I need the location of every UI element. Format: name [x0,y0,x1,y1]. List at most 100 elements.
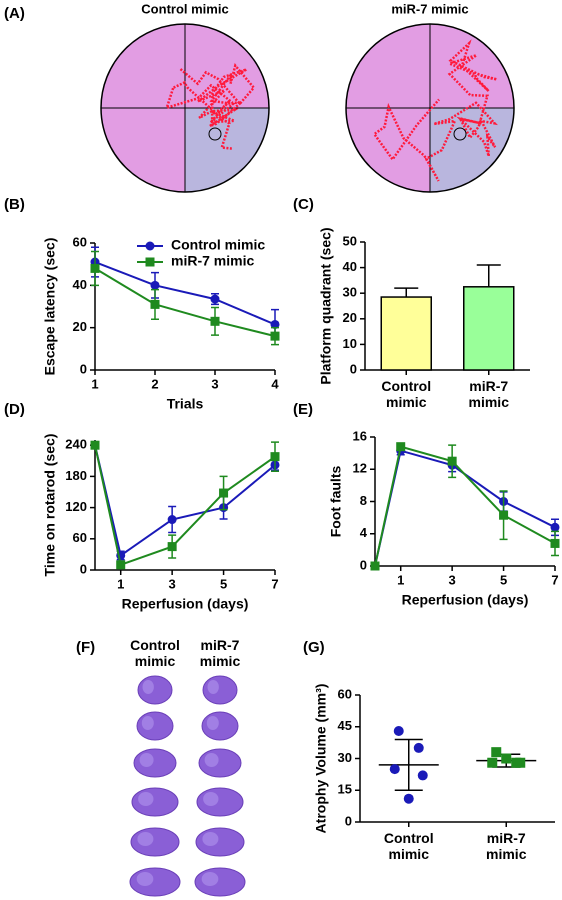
column-label: miR-7 mimic [199,637,241,669]
brain-highlight [139,753,154,767]
y-tick-label: 16 [353,428,367,443]
panel-label: (B) [4,196,25,213]
data-point [270,319,280,329]
series-line [94,267,276,338]
y-tick-label: 20 [343,310,357,325]
x-tick-label: 3 [169,576,176,591]
x-tick-label: Control mimic [383,830,434,862]
series-line [374,445,556,567]
data-point [167,542,177,552]
y-axis-label: Time on rotarod (sec) [42,434,58,577]
y-tick-label: 50 [343,233,357,248]
platform [208,127,222,141]
x-tick-label: miR-7 mimic [468,378,509,410]
data-point [219,488,229,498]
panel-label: (A) [4,5,25,22]
brain-highlight [137,832,154,846]
data-point [515,757,526,768]
y-tick-label: 0 [345,813,352,828]
maze-title: Control mimic [141,1,228,16]
brain-highlight [142,680,154,694]
legend-label: Control mimic [171,237,265,253]
y-tick-label: 240 [65,437,87,452]
y-tick-label: 120 [65,499,87,514]
platform [453,127,467,141]
y-tick-label: 30 [338,750,352,765]
data-point [413,742,424,753]
y-tick-label: 20 [73,319,87,334]
series-line [374,449,556,567]
y-tick-label: 60 [338,686,352,701]
y-tick-label: 15 [338,782,352,797]
x-tick-label: 1 [91,376,98,391]
data-point [393,725,404,736]
swim-path [372,39,498,182]
x-tick-label: 3 [449,572,456,587]
brain-highlight [141,716,154,730]
x-tick-label: 7 [551,572,558,587]
brain-highlight [201,872,219,886]
x-axis-label: Reperfusion (days) [402,592,529,608]
y-tick-label: 60 [73,234,87,249]
y-axis-label: Foot faults [328,466,344,538]
y-axis-label: Platform quadrant (sec) [318,227,334,384]
brain-highlight [138,792,154,806]
data-point [447,456,457,466]
swim-path [164,62,256,150]
data-point [487,757,498,768]
brain-highlight [204,753,219,767]
x-tick-label: 2 [151,376,158,391]
panel-label: (D) [4,401,25,418]
maze-quadrant [346,108,430,192]
data-point [150,280,160,290]
brain-highlight [207,680,219,694]
y-tick-label: 180 [65,468,87,483]
maze-quadrant [430,24,514,108]
data-point [270,452,280,462]
legend-label: miR-7 mimic [171,253,254,269]
x-tick-label: 4 [271,376,279,391]
panel-label: (C) [293,196,314,213]
panel-label: (G) [303,639,325,656]
data-point [116,560,126,570]
y-tick-label: 0 [350,361,357,376]
series-line [94,261,276,326]
data-point [491,747,502,758]
panel-label: (E) [293,401,313,418]
data-point [90,263,100,273]
y-tick-label: 12 [353,461,367,476]
y-tick-label: 40 [343,259,357,274]
series-line [94,444,276,558]
maze-quadrant [101,24,185,108]
maze-quadrant [346,24,430,108]
column-label: Control mimic [130,637,180,669]
y-tick-label: 10 [343,336,357,351]
data-point [396,442,406,452]
maze-quadrant [101,108,185,192]
bar [380,296,432,371]
y-tick-label: 0 [80,561,87,576]
y-tick-label: 45 [338,718,352,733]
maze-title: miR-7 mimic [391,1,468,16]
data-point [417,770,428,781]
error-bar [394,287,419,298]
x-tick-label: 7 [271,576,278,591]
legend-marker [145,257,155,267]
maze-quadrant [185,108,269,192]
y-axis-label: Escape latency (sec) [42,238,58,376]
brain-highlight [203,792,219,806]
y-tick-label: 0 [360,557,367,572]
error-bar [476,264,501,287]
data-point [210,294,220,304]
brain-highlight [136,872,154,886]
y-tick-label: 8 [360,493,367,508]
x-tick-label: 3 [211,376,218,391]
series-line [94,444,276,567]
sd-bar [394,738,423,791]
brain-highlight [206,716,219,730]
data-point [501,753,512,764]
data-point [210,316,220,326]
y-tick-label: 0 [80,361,87,376]
